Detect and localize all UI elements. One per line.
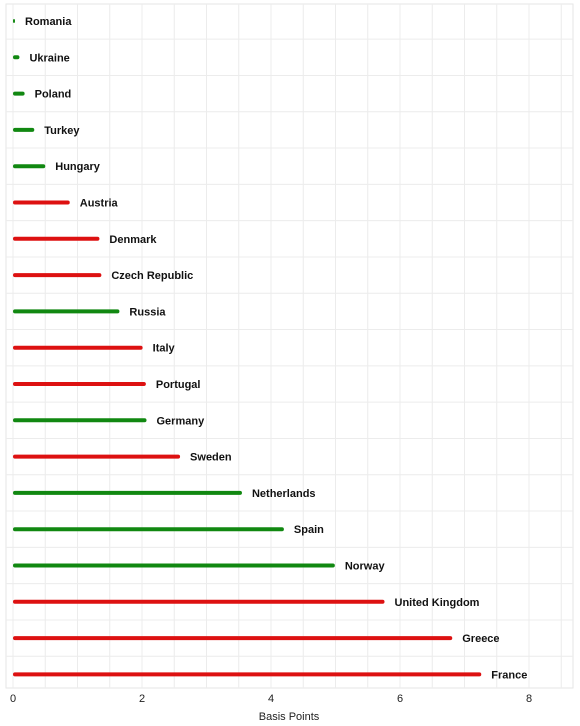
bar — [13, 454, 181, 459]
category-label: United Kingdom — [395, 597, 480, 609]
category-label: Spain — [294, 524, 324, 536]
bar — [13, 164, 46, 169]
category-label: Romania — [25, 16, 72, 28]
x-tick-label: 6 — [397, 693, 403, 705]
category-label: Ukraine — [29, 52, 69, 64]
bar — [13, 382, 146, 386]
bar — [13, 672, 482, 677]
category-label: France — [491, 669, 527, 681]
bar — [13, 200, 70, 205]
bar — [13, 55, 20, 60]
category-label: Russia — [129, 306, 166, 318]
x-tick-label: 2 — [139, 693, 145, 705]
bars-group — [13, 19, 482, 677]
bar — [13, 418, 147, 423]
category-label: Austria — [80, 198, 119, 210]
x-axis-ticks: 0 2 4 6 8 — [10, 693, 532, 705]
x-axis-title: Basis Points — [259, 711, 320, 723]
bar — [13, 127, 35, 132]
bar — [13, 309, 120, 314]
bar — [13, 19, 15, 23]
x-tick-label: 0 — [10, 693, 16, 705]
bar — [13, 527, 284, 532]
bar — [13, 563, 335, 568]
category-label: Italy — [153, 343, 176, 355]
category-label: Poland — [35, 89, 72, 101]
bar — [13, 91, 25, 96]
x-tick-label: 8 — [526, 693, 532, 705]
grid-lines — [5, 3, 574, 689]
bar — [13, 599, 385, 604]
category-label: Netherlands — [252, 488, 316, 500]
category-label: Turkey — [44, 125, 80, 137]
bar — [13, 345, 143, 350]
category-labels: Romania Ukraine Poland Turkey Hungary Austria… — [25, 16, 527, 681]
category-label: Norway — [345, 561, 386, 573]
category-label: Sweden — [190, 452, 232, 464]
bar — [13, 636, 453, 641]
category-label: Germany — [157, 415, 206, 427]
plot-border — [5, 3, 574, 689]
bar — [13, 273, 102, 278]
bar — [13, 236, 100, 241]
category-label: Czech Republic — [111, 270, 193, 282]
bar — [13, 490, 242, 495]
category-label: Portugal — [156, 379, 201, 391]
x-tick-label: 4 — [268, 693, 274, 705]
category-label: Denmark — [109, 234, 157, 246]
category-label: Greece — [462, 633, 499, 645]
category-label: Hungary — [55, 161, 101, 173]
